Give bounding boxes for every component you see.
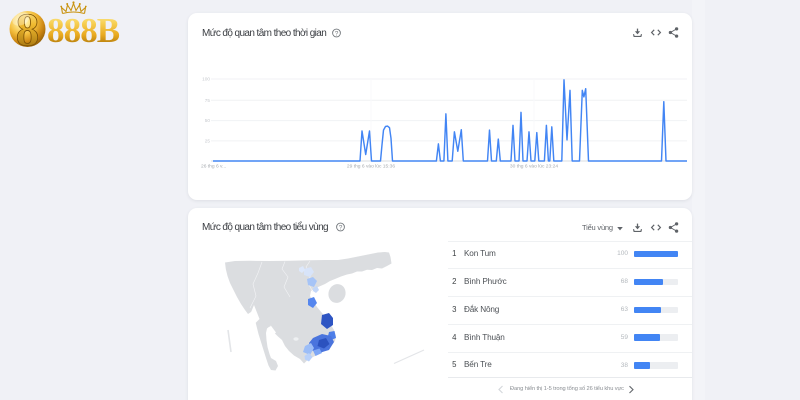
svg-text:29 thg 6 vào lúc 15:36: 29 thg 6 vào lúc 15:36	[347, 163, 395, 169]
svg-text:50: 50	[205, 118, 211, 123]
svg-text:?: ?	[338, 224, 342, 231]
svg-text:25: 25	[205, 139, 211, 144]
svg-text:8: 8	[16, 4, 40, 56]
svg-text:?: ?	[335, 30, 339, 37]
svg-text:30 thg 6 vào lúc 23:24: 30 thg 6 vào lúc 23:24	[510, 163, 558, 169]
svg-text:26 thg 6 v...: 26 thg 6 v...	[201, 163, 226, 169]
svg-text:75: 75	[205, 98, 211, 103]
svg-text:100: 100	[202, 77, 210, 82]
